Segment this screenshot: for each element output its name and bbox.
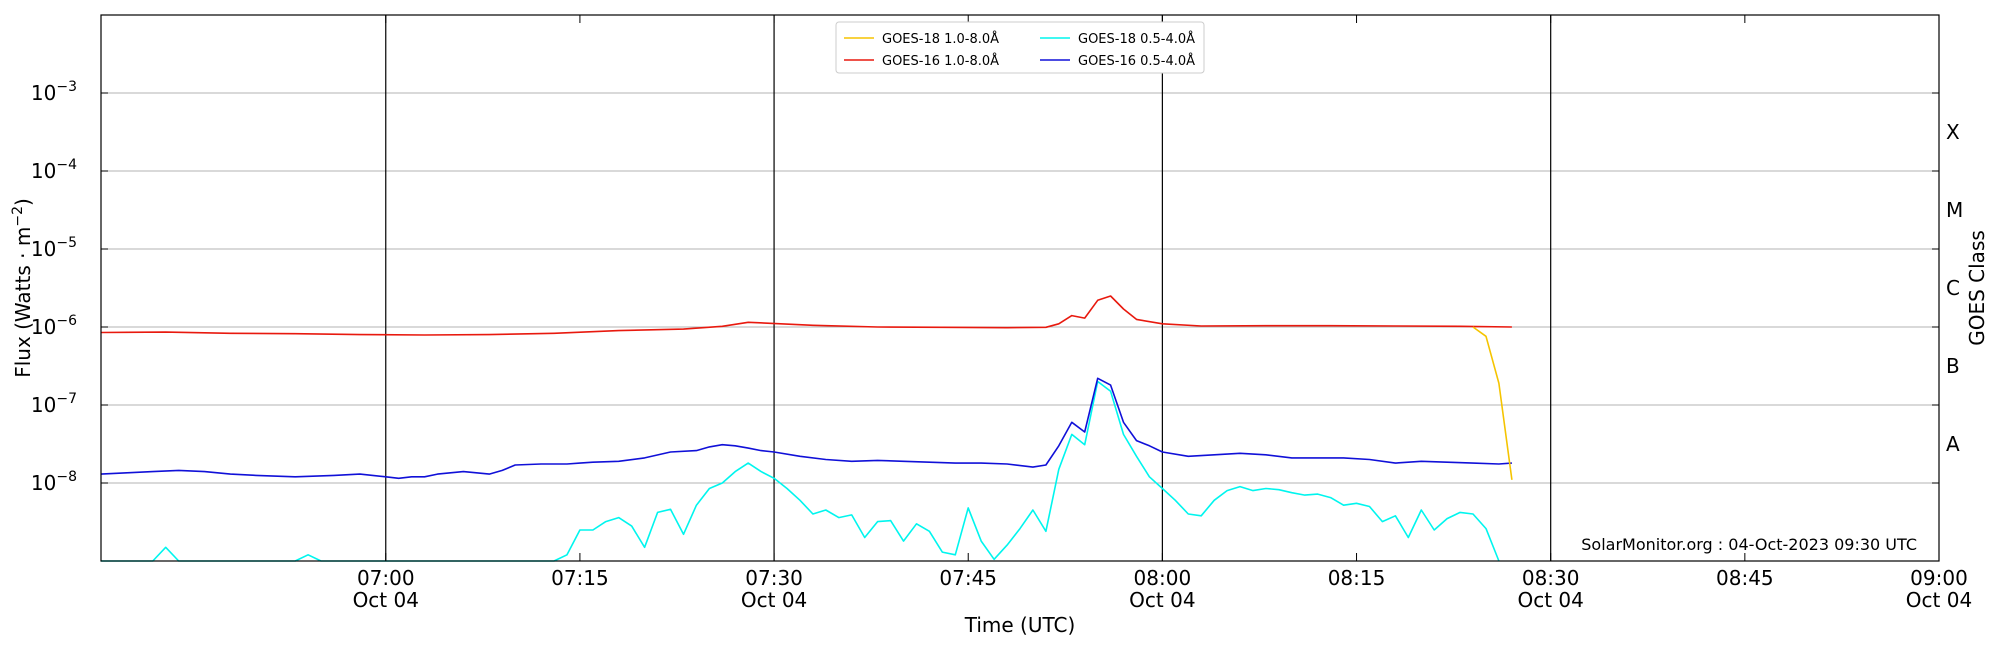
- goes-class-label: M: [1946, 198, 1963, 222]
- x-tick-label: 08:30: [1522, 566, 1580, 590]
- x-tick-date-label: Oct 04: [1129, 588, 1195, 612]
- series-group: [100, 295, 1513, 562]
- x-tick-label: 09:00: [1910, 566, 1968, 590]
- goes-class-axis-title: GOES Class: [1965, 230, 1989, 346]
- y-tick-base: 10: [31, 81, 56, 105]
- series-line: [1472, 326, 1513, 480]
- y-tick-base: 10: [31, 315, 56, 339]
- x-tick-date-label: Oct 04: [741, 588, 807, 612]
- y-tick-label: 10−8: [31, 469, 77, 495]
- x-tick-label: 07:30: [745, 566, 803, 590]
- y-tick-label: 10−5: [31, 235, 77, 261]
- y-tick-label: 10−3: [31, 79, 77, 105]
- goes-class-label: B: [1946, 354, 1960, 378]
- x-tick-date-label: Oct 04: [1517, 588, 1583, 612]
- y-tick-base: 10: [31, 393, 56, 417]
- y-axis-ticks: 10−310−410−510−610−710−8: [31, 79, 1939, 495]
- series-line: [100, 377, 1512, 480]
- y-tick-label: 10−4: [31, 157, 77, 183]
- day-boundary-lines: [385, 15, 1552, 561]
- y-tick-base: 10: [31, 471, 56, 495]
- y-tick-exponent: −8: [56, 469, 77, 485]
- x-tick-label: 08:00: [1134, 566, 1192, 590]
- y-tick-exponent: −3: [56, 79, 77, 95]
- x-tick-label: 07:15: [551, 566, 609, 590]
- goes-class-label: C: [1946, 276, 1960, 300]
- y-axis-title-close: ): [11, 198, 35, 206]
- series-line: [100, 295, 1512, 336]
- x-axis-title: Time (UTC): [964, 613, 1076, 637]
- legend-label: GOES-16 1.0-8.0Å: [882, 53, 999, 69]
- x-tick-label: 07:00: [357, 566, 415, 590]
- y-tick-label: 10−7: [31, 391, 77, 417]
- legend-label: GOES-16 0.5-4.0Å: [1078, 53, 1195, 69]
- y-axis-title-main: Flux (Watts · m: [11, 227, 35, 378]
- y-axis-title-exponent: −2: [10, 206, 26, 227]
- y-tick-label: 10−6: [31, 313, 77, 339]
- goes-class-labels: X M C B A: [1946, 120, 1963, 456]
- y-tick-exponent: −7: [56, 391, 77, 407]
- legend: GOES-18 1.0-8.0Å GOES-16 1.0-8.0Å GOES-18 …: [835, 21, 1205, 74]
- x-tick-label: 07:45: [939, 566, 997, 590]
- x-tick-date-label: Oct 04: [1906, 588, 1972, 612]
- y-tick-base: 10: [31, 237, 56, 261]
- x-tick-label: 08:45: [1716, 566, 1774, 590]
- x-tick-date-label: Oct 04: [353, 588, 419, 612]
- goes-class-label: A: [1946, 432, 1960, 456]
- y-tick-exponent: −5: [56, 235, 77, 251]
- y-axis-title: Flux (Watts · m−2): [10, 198, 35, 378]
- series-line: [101, 380, 1500, 562]
- source-watermark: SolarMonitor.org : 04-Oct-2023 09:30 UTC: [1581, 535, 1917, 554]
- legend-label: GOES-18 0.5-4.0Å: [1078, 31, 1195, 47]
- x-tick-label: 08:15: [1328, 566, 1386, 590]
- legend-label: GOES-18 1.0-8.0Å: [882, 31, 999, 47]
- goes-class-label: X: [1946, 120, 1960, 144]
- plot-frame: [100, 14, 1940, 562]
- y-tick-exponent: −6: [56, 313, 77, 329]
- y-tick-exponent: −4: [56, 157, 77, 173]
- y-tick-base: 10: [31, 159, 56, 183]
- legend-box: [835, 21, 1205, 74]
